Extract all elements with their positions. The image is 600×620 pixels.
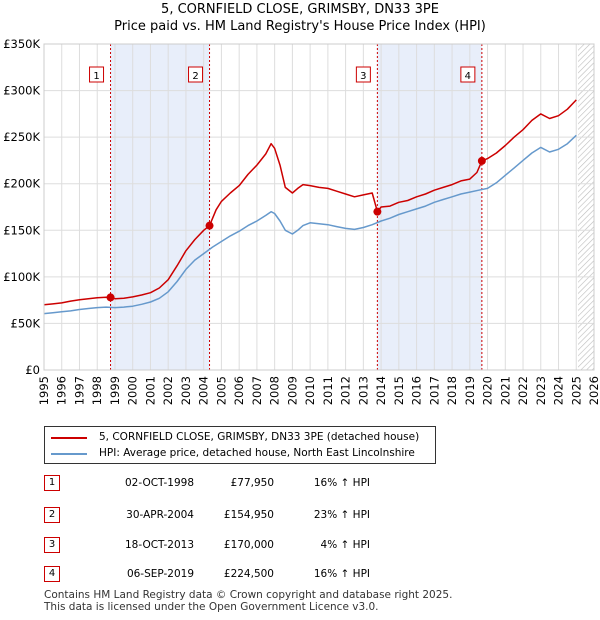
x-tick-label: 2008 xyxy=(268,376,282,405)
legend-label-hpi: HPI: Average price, detached house, Nort… xyxy=(99,447,415,459)
x-tick-label: 2012 xyxy=(339,376,353,405)
y-tick-label: £200K xyxy=(3,177,40,191)
x-tick-label: 2006 xyxy=(232,376,246,405)
sale-label-box xyxy=(460,66,476,83)
x-tick-label: 1997 xyxy=(72,376,86,405)
transaction-date: 30-APR-2004 xyxy=(126,509,194,521)
ownership-period-shade xyxy=(377,44,482,370)
sale-label-box xyxy=(355,66,371,83)
x-tick-label: 2007 xyxy=(250,376,264,405)
y-tick-label: £100K xyxy=(3,270,40,284)
hpi-series-line xyxy=(43,134,577,315)
y-tick-label: £300K xyxy=(3,84,40,98)
x-tick-label: 2014 xyxy=(374,376,388,405)
forecast-hatch xyxy=(578,44,594,370)
transaction-number: 3 xyxy=(44,537,60,553)
sale-label-number: 4 xyxy=(465,71,471,82)
transaction-number: 1 xyxy=(44,475,60,491)
transaction-number: 2 xyxy=(44,507,60,523)
x-tick-label: 2017 xyxy=(427,376,441,405)
y-tick-label: £0 xyxy=(25,363,40,377)
y-tick-label: £50K xyxy=(11,316,41,330)
transaction-number: 4 xyxy=(44,566,60,582)
sale-label-box xyxy=(89,66,105,83)
sale-label-box xyxy=(188,66,204,83)
transaction-price: £77,950 xyxy=(230,477,274,489)
x-tick-label: 2013 xyxy=(356,376,370,405)
x-tick-label: 2023 xyxy=(534,376,548,405)
sale-label-number: 1 xyxy=(93,71,99,82)
x-tick-label: 2010 xyxy=(303,376,317,405)
sale-label-number: 2 xyxy=(192,71,198,82)
x-tick-label: 2019 xyxy=(463,376,477,405)
x-tick-label: 1995 xyxy=(37,376,51,405)
sale-label-number: 3 xyxy=(360,71,366,82)
x-tick-label: 1996 xyxy=(55,376,69,405)
transaction-hpi-diff: 16% ↑ HPI xyxy=(313,477,370,489)
x-tick-label: 1999 xyxy=(108,376,122,405)
price-chart: 1 2 3 4 £0 £50K £100K £150K £200K £250K £300K £350K… xyxy=(3,37,600,405)
x-tick-label: 2025 xyxy=(569,376,583,405)
sale-point xyxy=(477,156,486,165)
x-tick-label: 2016 xyxy=(410,376,424,405)
x-tick-label: 2026 xyxy=(587,376,600,405)
chart-title: 5, CORNFIELD CLOSE, GRIMSBY, DN33 3PE xyxy=(161,2,439,17)
chart-subtitle: Price paid vs. HM Land Registry's House … xyxy=(114,19,486,34)
transaction-price: £224,500 xyxy=(223,568,274,580)
sale-point xyxy=(106,293,115,302)
x-tick-label: 2005 xyxy=(214,376,228,405)
plot-frame xyxy=(43,43,595,371)
transaction-date: 06-SEP-2019 xyxy=(126,568,194,580)
legend-label-property: 5, CORNFIELD CLOSE, GRIMSBY, DN33 3PE (d… xyxy=(99,431,420,443)
sale-point xyxy=(205,221,214,230)
ownership-period-shade xyxy=(110,44,210,370)
chart-legend: 5, CORNFIELD CLOSE, GRIMSBY, DN33 3PE (d… xyxy=(44,426,436,464)
transaction-date: 18-OCT-2013 xyxy=(125,539,194,551)
transaction-hpi-diff: 16% ↑ HPI xyxy=(313,568,370,580)
x-tick-label: 2000 xyxy=(126,376,140,405)
transaction-date: 02-OCT-1998 xyxy=(125,477,194,489)
x-tick-label: 2011 xyxy=(321,376,335,405)
x-tick-label: 2001 xyxy=(143,376,157,405)
sale-point xyxy=(373,207,382,216)
x-tick-label: 2022 xyxy=(516,376,530,405)
footer-licence: This data is licensed under the Open Gov… xyxy=(44,601,379,613)
x-tick-label: 2015 xyxy=(392,376,406,405)
x-tick-label: 2018 xyxy=(445,376,459,405)
y-tick-label: £250K xyxy=(3,130,40,144)
transaction-price: £170,000 xyxy=(223,539,274,551)
transaction-hpi-diff: 23% ↑ HPI xyxy=(313,509,370,521)
y-tick-label: £150K xyxy=(3,223,40,237)
x-tick-label: 2024 xyxy=(552,376,566,405)
footer-copyright: Contains HM Land Registry data © Crown c… xyxy=(44,589,453,601)
legend-swatch-hpi xyxy=(51,453,87,455)
legend-swatch-property xyxy=(51,437,87,439)
x-tick-label: 1998 xyxy=(90,376,104,405)
x-tick-label: 2021 xyxy=(498,376,512,405)
transaction-hpi-diff: 4% ↑ HPI xyxy=(320,539,370,551)
x-tick-label: 2003 xyxy=(179,376,193,405)
y-tick-label: £350K xyxy=(3,37,40,51)
x-tick-label: 2020 xyxy=(481,376,495,405)
transaction-price: £154,950 xyxy=(223,509,274,521)
x-tick-label: 2009 xyxy=(285,376,299,405)
x-tick-label: 2004 xyxy=(197,376,211,405)
x-tick-label: 2002 xyxy=(161,376,175,405)
